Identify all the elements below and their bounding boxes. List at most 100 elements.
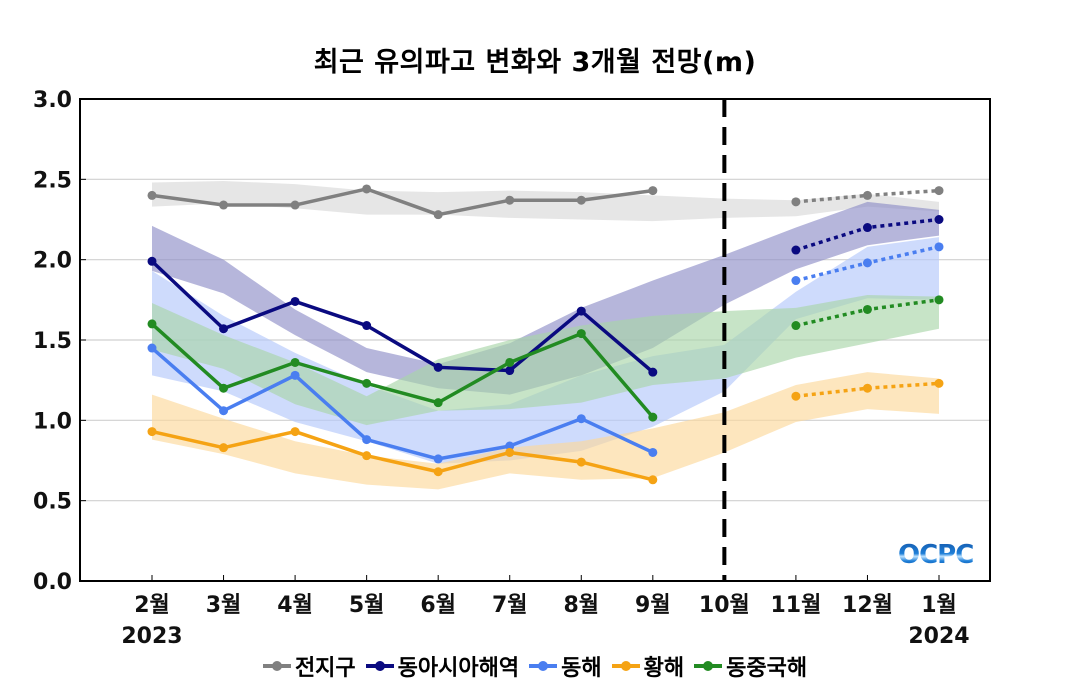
ocpc-logo: OCPC: [898, 540, 974, 570]
legend-swatch-icon: [611, 661, 640, 671]
data-point-전지구: [433, 210, 443, 220]
legend-label: 동아시아해역: [397, 656, 520, 681]
data-point-동해: [862, 258, 872, 268]
x-tick-label: 2월: [134, 593, 170, 618]
x-tick-label: 3월: [206, 593, 242, 618]
data-point-황해: [576, 457, 586, 467]
x-tick-label: 8월: [563, 593, 599, 618]
legend-swatch-icon: [529, 661, 558, 671]
data-point-전지구: [505, 195, 515, 205]
data-point-황해: [147, 427, 157, 437]
x-tick-label: 9월: [635, 593, 671, 618]
legend-item: 황해: [611, 650, 684, 682]
year-label-end: 2024: [908, 624, 969, 649]
data-point-동중국해: [433, 398, 443, 408]
data-point-동아시아해역: [290, 296, 300, 306]
x-tick-label: 10월: [699, 593, 750, 618]
band-황해: [152, 372, 939, 490]
data-point-동중국해: [219, 383, 229, 393]
data-point-전지구: [648, 186, 658, 196]
x-tick-label: 11월: [770, 593, 821, 618]
data-point-동중국해: [862, 304, 872, 314]
data-point-동중국해: [934, 295, 944, 305]
data-point-황해: [648, 475, 658, 485]
legend-item: 동아시아해역: [365, 650, 520, 682]
x-tick-label: 6월: [420, 593, 456, 618]
line-전지구: [151, 187, 654, 217]
data-point-동해: [648, 447, 658, 457]
legend-item: 동해: [529, 650, 602, 682]
data-point-동아시아해역: [862, 223, 872, 233]
data-point-전지구: [362, 184, 372, 194]
data-point-황해: [219, 443, 229, 453]
legend-label: 동해: [561, 656, 602, 681]
line-동해: [150, 346, 654, 461]
x-tick-label: 1월: [921, 593, 957, 618]
y-tick-label: 0.5: [33, 490, 72, 515]
data-point-동아시아해역: [576, 306, 586, 316]
data-point-황해: [362, 451, 372, 461]
band-동중국해: [152, 295, 939, 426]
data-point-동아시아해역: [648, 367, 658, 377]
data-point-동해: [433, 454, 443, 464]
legend: 전지구 동아시아해역 동해 황해 동중국해: [0, 650, 1070, 682]
data-point-동해: [362, 435, 372, 445]
data-point-동해: [505, 441, 515, 451]
y-tick-label: 2.5: [33, 168, 72, 193]
data-point-동해: [219, 406, 229, 416]
data-point-전지구: [934, 186, 944, 196]
band-동아시아해역: [152, 201, 939, 395]
data-point-동아시아해역: [433, 362, 443, 372]
legend-swatch-icon: [694, 661, 723, 671]
data-point-동중국해: [290, 357, 300, 367]
data-point-동중국해: [362, 378, 372, 388]
y-tick-label: 1.5: [33, 329, 72, 354]
data-point-동아시아해역: [934, 215, 944, 224]
y-tick-label: 2.0: [33, 249, 72, 274]
data-point-황해: [862, 383, 872, 393]
data-point-동아시아해역: [362, 321, 372, 331]
data-point-동아시아해역: [505, 366, 515, 376]
data-point-동해: [147, 343, 157, 353]
data-point-동중국해: [576, 329, 586, 339]
data-point-동아시아해역: [147, 256, 157, 266]
data-point-동아시아해역: [791, 245, 801, 255]
data-point-동중국해: [648, 412, 658, 422]
data-point-전지구: [219, 200, 229, 210]
data-point-동중국해: [505, 357, 515, 367]
legend-label: 동중국해: [726, 656, 808, 681]
line-황해: [151, 429, 654, 482]
axes: 0.0 0.5 1.0 1.5 2.0 2.5 3.0 2월 3월 4월 5월 6월 7월 8월 9월 10월…: [33, 88, 991, 649]
data-point-동해: [791, 276, 801, 286]
x-tick-label: 12월: [842, 593, 893, 618]
data-point-전지구: [576, 195, 586, 205]
data-point-황해: [433, 467, 443, 477]
data-point-동해: [576, 414, 586, 424]
data-point-전지구: [147, 190, 157, 200]
x-tick-label: 5월: [349, 593, 385, 618]
y-tick-label: 1.0: [33, 409, 72, 434]
plot-frame: [79, 98, 991, 582]
data-point-황해: [505, 447, 515, 457]
data-point-동아시아해역: [219, 324, 229, 334]
y-tick-label: 0.0: [33, 570, 72, 595]
legend-item: 동중국해: [694, 650, 807, 682]
line-동아시아해역: [150, 260, 654, 374]
line-동중국해: [150, 322, 655, 419]
data-point-동중국해: [791, 321, 801, 331]
chart-title: 최근 유의파고 변화와 3개월 전망(m): [313, 47, 757, 78]
legend-swatch-icon: [262, 661, 291, 671]
year-label-start: 2023: [121, 624, 182, 649]
data-point-동해: [290, 370, 300, 380]
data-point-전지구: [290, 200, 300, 210]
data-point-전지구: [862, 190, 872, 200]
uncertainty-bands: [152, 180, 939, 490]
legend-item: 전지구: [262, 650, 356, 682]
y-tick-label: 3.0: [33, 88, 72, 113]
legend-swatch-icon: [365, 661, 394, 671]
x-tick-label: 4월: [277, 593, 313, 618]
data-point-동해: [934, 242, 944, 252]
data-point-전지구: [791, 197, 801, 207]
data-point-황해: [791, 391, 801, 401]
